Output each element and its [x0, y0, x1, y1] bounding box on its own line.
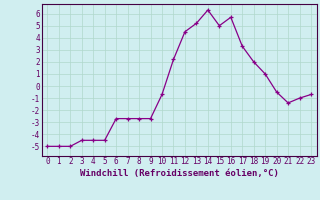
X-axis label: Windchill (Refroidissement éolien,°C): Windchill (Refroidissement éolien,°C): [80, 169, 279, 178]
